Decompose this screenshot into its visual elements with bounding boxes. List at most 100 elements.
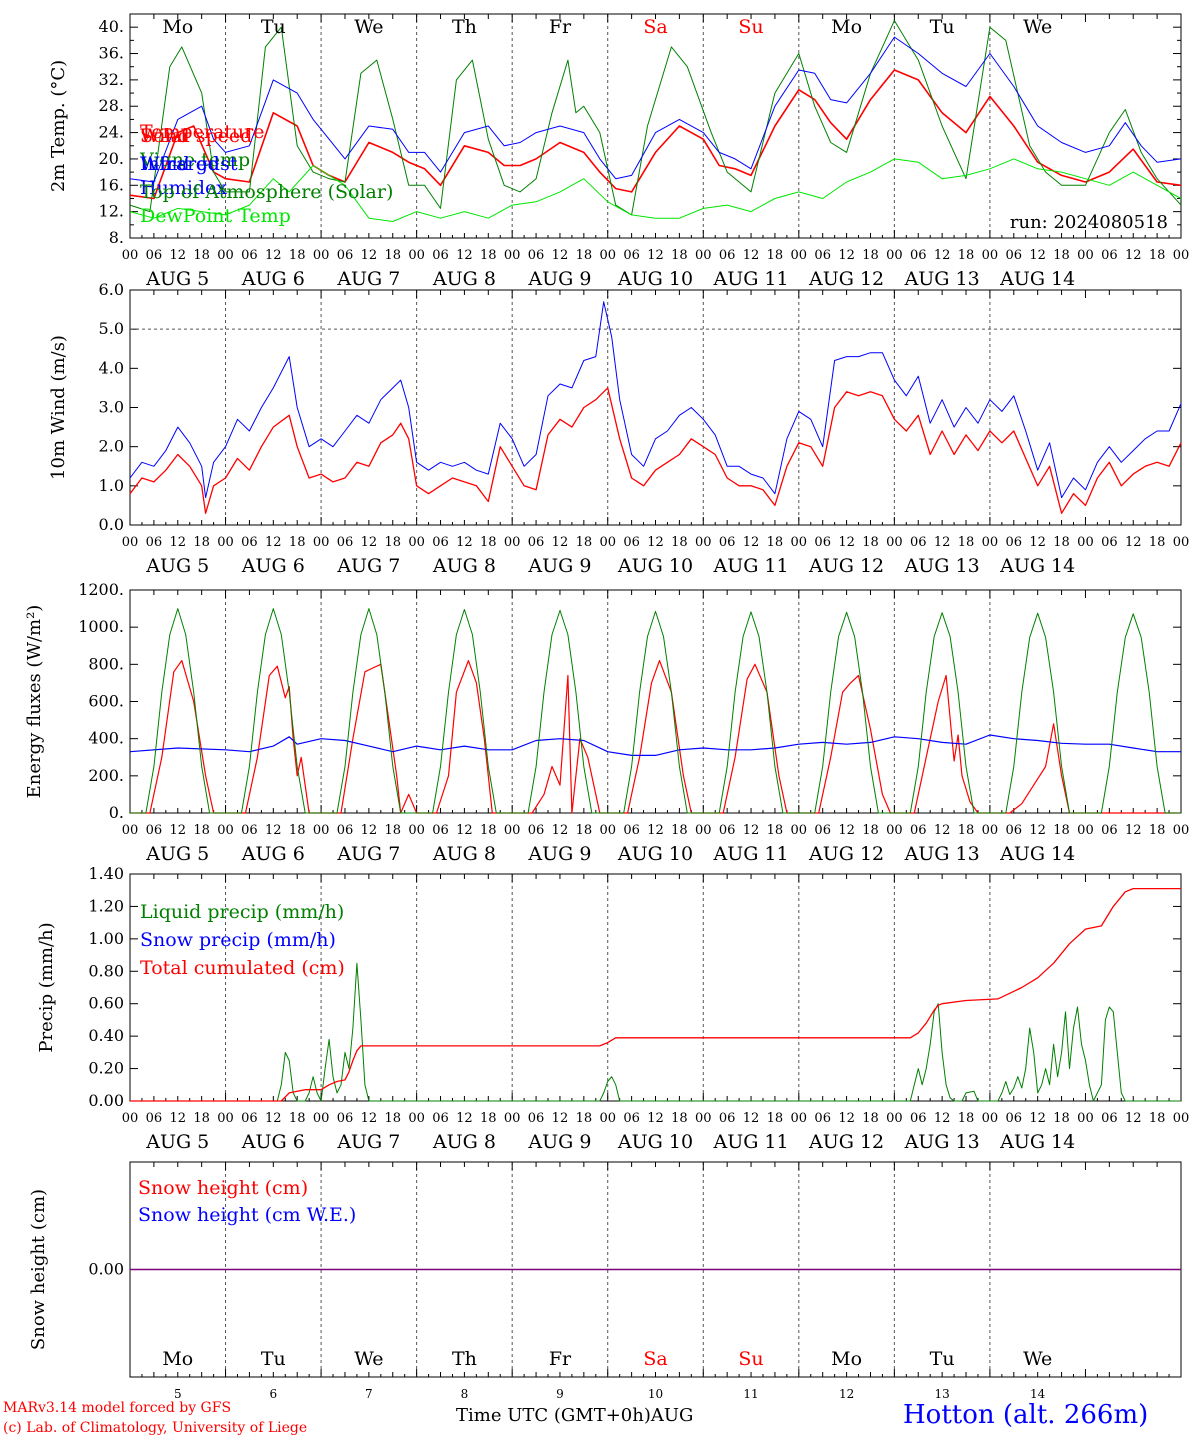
day-name: Tu	[930, 1348, 955, 1370]
hour-tick-label: 18	[384, 823, 401, 838]
hour-tick-label: 18	[576, 1111, 593, 1126]
hour-tick-label: 12	[169, 1111, 186, 1126]
hour-tick-label: 00	[1077, 823, 1094, 838]
hour-tick-label: 18	[862, 823, 879, 838]
date-label: AUG 5	[145, 843, 209, 865]
hour-tick-label: 18	[671, 1111, 688, 1126]
hour-tick-label: 12	[456, 823, 473, 838]
hour-tick-label: 18	[289, 535, 306, 550]
y-tick-label: 2.0	[99, 437, 124, 456]
day-number-label: 9	[556, 1387, 564, 1401]
hour-tick-label: 00	[408, 1111, 425, 1126]
hour-tick-label: 00	[408, 535, 425, 550]
day-number-label: 6	[269, 1387, 277, 1401]
y-axis-label: 2m Temp. (°C)	[48, 60, 69, 192]
day-name: Mo	[831, 16, 862, 38]
day-name: We	[354, 16, 383, 38]
hour-tick-label: 18	[767, 535, 784, 550]
hour-tick-label: 12	[552, 248, 569, 263]
hour-tick-label: 00	[313, 535, 330, 550]
hour-tick-label: 12	[361, 535, 378, 550]
hour-tick-label: 12	[361, 823, 378, 838]
hour-tick-label: 00	[982, 535, 999, 550]
series-line-liquid-precip-mm-h-	[130, 962, 1181, 1102]
hour-tick-label: 00	[599, 1111, 616, 1126]
hour-tick-label: 12	[552, 823, 569, 838]
y-axis-label: Precip (mm/h)	[36, 922, 57, 1052]
hour-tick-label: 12	[934, 823, 951, 838]
date-label: AUG 6	[241, 843, 305, 865]
series-line-dewpoint-temp	[129, 158, 1182, 222]
hour-tick-label: 06	[241, 248, 258, 263]
hour-tick-label: 00	[599, 248, 616, 263]
hour-tick-label: 12	[647, 823, 664, 838]
hour-tick-label: 00	[1077, 1111, 1094, 1126]
legend-snow-precip-mm-h-: Snow precip (mm/h)	[140, 929, 336, 951]
hour-tick-label: 18	[671, 248, 688, 263]
legend-liquid-precip-mm-h-: Liquid precip (mm/h)	[140, 901, 344, 923]
y-tick-label: 800.	[88, 654, 124, 673]
hour-tick-label: 06	[432, 1111, 449, 1126]
hour-tick-label: 00	[695, 823, 712, 838]
hour-tick-label: 18	[767, 1111, 784, 1126]
date-label: AUG 12	[808, 555, 884, 577]
y-axis-label: Snow height (cm)	[28, 1189, 49, 1350]
hour-tick-label: 12	[1029, 1111, 1046, 1126]
hour-tick-label: 18	[862, 1111, 879, 1126]
y-tick-label: 1.20	[88, 896, 124, 915]
hour-tick-label: 12	[552, 1111, 569, 1126]
date-label: AUG 11	[712, 843, 788, 865]
date-label: AUG 12	[808, 1131, 884, 1153]
hour-tick-label: 06	[337, 1111, 354, 1126]
hour-tick-label: 06	[1101, 1111, 1118, 1126]
hour-tick-label: 06	[814, 535, 831, 550]
hour-tick-label: 12	[265, 1111, 282, 1126]
hour-tick-label: 18	[671, 823, 688, 838]
hour-tick-label: 00	[1077, 248, 1094, 263]
legend-snow-height-cm-w-e-: Snow height (cm W.E.)	[138, 1204, 356, 1226]
hour-tick-label: 00	[1173, 248, 1190, 263]
hour-tick-label: 06	[719, 535, 736, 550]
day-number-label: 14	[1030, 1387, 1046, 1401]
hour-tick-label: 00	[886, 535, 903, 550]
y-tick-label: 12.	[99, 202, 124, 221]
date-label: AUG 5	[145, 555, 209, 577]
date-label: AUG 11	[712, 1131, 788, 1153]
legend-infrared: Infrared	[140, 153, 220, 175]
hour-tick-label: 00	[504, 248, 521, 263]
y-tick-label: 0.40	[88, 1026, 124, 1045]
hour-tick-label: 12	[838, 248, 855, 263]
y-tick-label: 600.	[88, 692, 124, 711]
y-tick-label: 0.0	[99, 515, 124, 534]
day-name: Sa	[643, 1348, 667, 1370]
hour-tick-label: 00	[408, 823, 425, 838]
lab-credit: (c) Lab. of Climatology, University of L…	[3, 1420, 308, 1436]
hour-tick-label: 12	[743, 248, 760, 263]
run-label: run: 2024080518	[1010, 212, 1168, 233]
hour-tick-label: 06	[528, 248, 545, 263]
date-label: AUG 10	[617, 268, 693, 290]
hour-tick-label: 18	[767, 248, 784, 263]
hour-tick-label: 06	[910, 1111, 927, 1126]
hour-tick-label: 00	[791, 248, 808, 263]
hour-tick-label: 06	[528, 1111, 545, 1126]
hour-tick-label: 12	[934, 535, 951, 550]
date-label: AUG 9	[527, 268, 591, 290]
hour-tick-label: 12	[838, 1111, 855, 1126]
date-label: AUG 10	[617, 1131, 693, 1153]
y-tick-label: 400.	[88, 729, 124, 748]
hour-tick-label: 12	[934, 248, 951, 263]
y-tick-label: 36.	[99, 44, 124, 63]
date-label: AUG 9	[527, 555, 591, 577]
y-tick-label: 24.	[99, 123, 124, 142]
date-label: AUG 9	[527, 843, 591, 865]
legend-wind-speed: Wind speed	[140, 125, 252, 147]
plot-frame	[129, 289, 1182, 526]
date-label: AUG 10	[617, 843, 693, 865]
y-tick-label: 32.	[99, 70, 124, 89]
hour-tick-label: 06	[910, 535, 927, 550]
hour-tick-label: 18	[480, 823, 497, 838]
hour-tick-label: 18	[1053, 1111, 1070, 1126]
hour-tick-label: 18	[480, 248, 497, 263]
hour-tick-label: 00	[313, 1111, 330, 1126]
